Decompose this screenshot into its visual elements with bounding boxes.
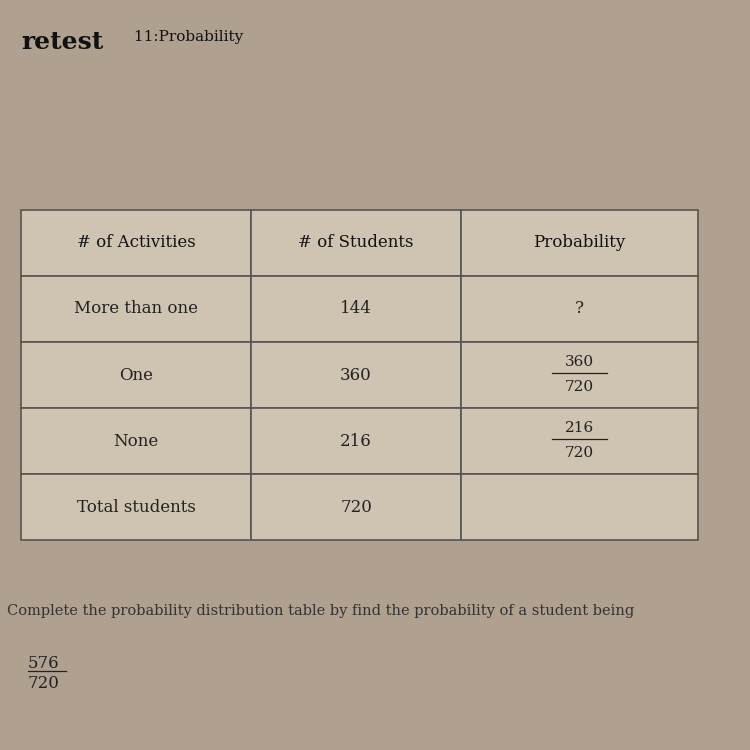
Text: 144: 144 xyxy=(340,301,372,317)
Bar xyxy=(460,408,698,474)
Text: 720: 720 xyxy=(565,380,594,394)
Bar xyxy=(251,474,460,540)
Text: 216: 216 xyxy=(565,421,594,434)
Bar xyxy=(460,210,698,276)
Text: # of Activities: # of Activities xyxy=(76,235,196,251)
Bar xyxy=(251,276,460,342)
Text: # of Students: # of Students xyxy=(298,235,414,251)
Bar xyxy=(460,342,698,408)
Bar xyxy=(21,276,251,342)
Text: 216: 216 xyxy=(340,433,372,449)
Text: 720: 720 xyxy=(28,676,60,692)
Text: 360: 360 xyxy=(340,367,372,383)
Text: 720: 720 xyxy=(565,446,594,460)
Bar xyxy=(251,210,460,276)
Text: retest: retest xyxy=(21,30,104,54)
Text: 720: 720 xyxy=(340,499,372,515)
Text: More than one: More than one xyxy=(74,301,198,317)
Bar xyxy=(21,342,251,408)
Bar xyxy=(460,276,698,342)
Bar xyxy=(251,408,460,474)
Text: One: One xyxy=(119,367,153,383)
Bar xyxy=(21,210,251,276)
Bar xyxy=(251,342,460,408)
Text: Complete the probability distribution table by find the probability of a student: Complete the probability distribution ta… xyxy=(7,604,634,618)
Bar xyxy=(21,474,251,540)
Text: 11:Probability: 11:Probability xyxy=(129,30,244,44)
Bar xyxy=(460,474,698,540)
Text: None: None xyxy=(113,433,159,449)
Text: Total students: Total students xyxy=(76,499,196,515)
Text: 576: 576 xyxy=(28,656,59,672)
Bar xyxy=(21,408,251,474)
Text: Probability: Probability xyxy=(533,235,626,251)
Text: 360: 360 xyxy=(565,355,594,368)
Text: ?: ? xyxy=(575,301,584,317)
